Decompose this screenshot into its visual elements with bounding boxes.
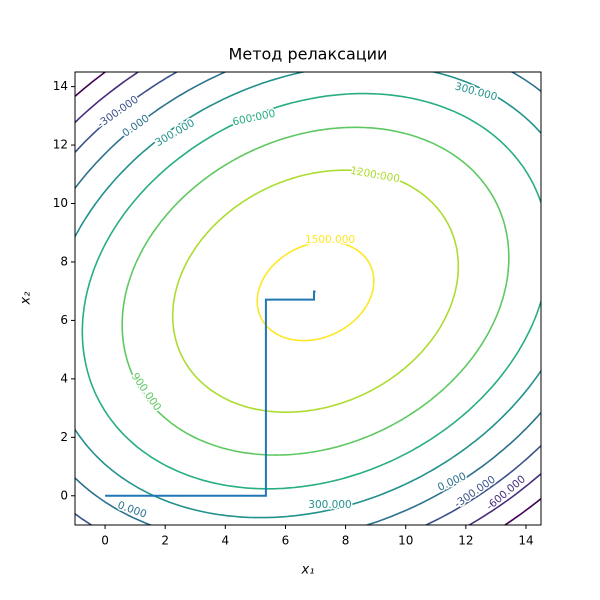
x-tick-label: 10: [398, 534, 413, 548]
contour-label: 300.000: [153, 117, 197, 149]
x-tick-label: 14: [518, 534, 533, 548]
relaxation-path: [105, 290, 316, 497]
contour-label: 0.000: [436, 470, 468, 494]
contour-label: 300.000: [308, 499, 351, 511]
y-tick-label: 8: [60, 254, 68, 268]
chart-title: Метод релаксации: [229, 45, 388, 64]
contour-line: [81, 92, 541, 490]
x-tick-label: 12: [458, 534, 473, 548]
contour-line: [256, 241, 375, 342]
contour-label: 300.000: [453, 81, 498, 104]
y-tick-label: 12: [53, 138, 68, 152]
contour-label: 900.000: [129, 371, 164, 413]
contour-label: 0.000: [120, 112, 152, 139]
contour-label: 600.000: [232, 108, 277, 129]
x-tick-label: 6: [282, 534, 290, 548]
contour-line: [171, 169, 460, 413]
contour-line: [75, 72, 541, 519]
contour-line: [75, 72, 541, 525]
contour-line: [121, 126, 510, 456]
y-tick-label: 2: [60, 430, 68, 444]
y-tick-label: 0: [60, 488, 68, 502]
contour-label: 1500.000: [305, 234, 355, 246]
x-tick-label: 0: [101, 534, 109, 548]
x-tick-label: 8: [342, 534, 350, 548]
x-tick-label: 2: [161, 534, 169, 548]
x-axis-label: x₁: [301, 563, 315, 578]
y-tick-label: 14: [53, 79, 68, 93]
y-tick-label: 10: [53, 196, 68, 210]
contour-line: [75, 72, 541, 525]
y-axis-label: x₂: [19, 292, 34, 306]
y-tick-label: 4: [60, 371, 68, 385]
plot-frame: [74, 71, 542, 526]
contour-label: 1200.000: [349, 165, 400, 186]
y-tick-label: 6: [60, 313, 68, 327]
x-tick-label: 4: [222, 534, 230, 548]
